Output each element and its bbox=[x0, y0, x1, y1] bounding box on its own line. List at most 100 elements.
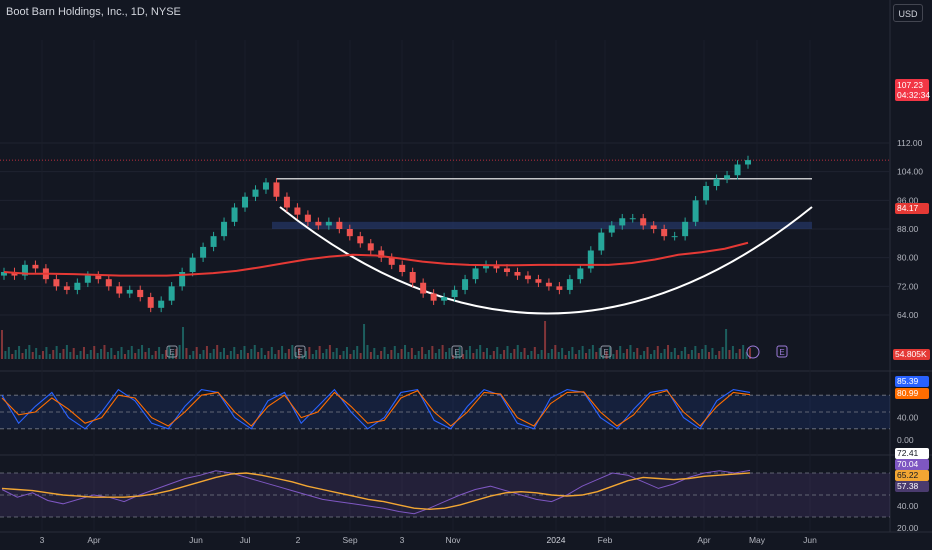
volume-bar bbox=[328, 345, 331, 359]
symbol-title[interactable]: Boot Barn Holdings, Inc., 1D, NYSE bbox=[6, 6, 181, 18]
candle-body bbox=[545, 282, 552, 287]
candle-body bbox=[221, 221, 228, 237]
volume-bar bbox=[284, 353, 287, 359]
time-tick-label: Apr bbox=[697, 535, 710, 545]
volume-bar bbox=[639, 355, 642, 359]
volume-bar bbox=[363, 324, 366, 359]
candle-body bbox=[703, 186, 710, 201]
rsi-tick-label: 40.00 bbox=[897, 501, 919, 511]
volume-bar bbox=[520, 352, 523, 359]
volume-bar bbox=[605, 351, 608, 359]
volume-bar bbox=[130, 346, 133, 359]
volume-bar bbox=[178, 345, 181, 359]
candle-body bbox=[126, 289, 133, 294]
volume-bar bbox=[195, 347, 198, 359]
volume-bar bbox=[339, 355, 342, 359]
volume-bar bbox=[567, 351, 570, 359]
volume-bar bbox=[147, 348, 150, 359]
candle-body bbox=[692, 200, 699, 222]
price-tick-label: 80.00 bbox=[897, 253, 919, 263]
volume-bar bbox=[35, 348, 38, 359]
stoch-d-line bbox=[1, 390, 751, 427]
candle-body bbox=[189, 257, 196, 272]
volume-bar bbox=[250, 349, 253, 359]
candle-body bbox=[325, 221, 332, 226]
candle-body bbox=[252, 189, 259, 197]
dividend-icon bbox=[746, 345, 760, 359]
volume-bar bbox=[417, 351, 420, 359]
volume-bar bbox=[318, 346, 321, 359]
currency-button[interactable]: USD bbox=[893, 4, 923, 22]
candle-body bbox=[304, 214, 311, 222]
volume-bar bbox=[585, 353, 588, 359]
candle-body bbox=[409, 272, 416, 283]
price-tick-label: 72.00 bbox=[897, 281, 919, 291]
volume-bar bbox=[120, 347, 123, 359]
candle-body bbox=[713, 178, 720, 186]
price-tick-label: 112.00 bbox=[897, 138, 923, 148]
price-tick-label: 96.00 bbox=[897, 195, 919, 205]
volume-bar bbox=[369, 352, 372, 359]
volume-bar bbox=[598, 348, 601, 359]
volume-bar bbox=[523, 348, 526, 359]
volume-bar bbox=[468, 346, 471, 359]
volume-bar bbox=[547, 353, 550, 359]
volume-bar bbox=[298, 348, 301, 359]
earnings-marker bbox=[166, 345, 178, 358]
volume-bar bbox=[745, 352, 748, 359]
volume-bar bbox=[335, 348, 338, 359]
volume-bar bbox=[274, 354, 277, 359]
time-tick-label: Jun bbox=[803, 535, 817, 545]
candle-body bbox=[179, 272, 186, 287]
earnings-marker bbox=[294, 345, 306, 358]
volume-bar bbox=[59, 353, 62, 359]
volume-bar bbox=[564, 355, 567, 359]
candle-body bbox=[671, 236, 678, 238]
candle-body bbox=[21, 264, 28, 276]
volume-bar bbox=[390, 350, 393, 359]
volume-bar bbox=[711, 348, 714, 359]
volume-bar bbox=[76, 355, 79, 359]
volume-bar bbox=[18, 346, 21, 359]
candle-body bbox=[158, 300, 165, 308]
volume-bar bbox=[311, 354, 314, 359]
volume-bar bbox=[530, 351, 533, 359]
earnings-marker-label: E bbox=[779, 348, 784, 357]
volume-bar bbox=[431, 346, 434, 359]
volume-bar bbox=[486, 348, 489, 359]
volume-bar bbox=[479, 345, 482, 359]
volume-bar bbox=[14, 350, 17, 359]
volume-bar bbox=[509, 353, 512, 359]
candle-body bbox=[598, 232, 605, 251]
volume-bar bbox=[742, 345, 745, 359]
volume-bar bbox=[448, 348, 451, 359]
candle-body bbox=[661, 229, 668, 237]
volume-bar bbox=[718, 351, 721, 359]
candle-body bbox=[273, 182, 280, 197]
volume-bar bbox=[673, 348, 676, 359]
earnings-marker-label: E bbox=[169, 348, 174, 357]
candle-body bbox=[493, 264, 500, 269]
volume-bar bbox=[151, 355, 154, 359]
time-tick-label: May bbox=[749, 535, 766, 545]
volume-bar bbox=[270, 347, 273, 359]
candle-body bbox=[378, 250, 385, 258]
earnings-marker bbox=[776, 345, 788, 358]
volume-bar bbox=[400, 349, 403, 359]
volume-bar bbox=[667, 345, 670, 359]
volume-bar bbox=[649, 354, 652, 359]
volume-bar bbox=[646, 347, 649, 359]
volume-bar bbox=[588, 349, 591, 359]
volume-bar bbox=[441, 345, 444, 359]
volume-bar bbox=[680, 351, 683, 359]
rsi-ma-line bbox=[1, 472, 751, 511]
volume-bar bbox=[229, 351, 232, 359]
volume-bar bbox=[1, 330, 3, 359]
volume-bar bbox=[574, 354, 577, 359]
volume-bar bbox=[499, 354, 502, 359]
volume-bar bbox=[243, 346, 246, 359]
candle-body bbox=[294, 207, 301, 215]
volume-bar bbox=[386, 354, 389, 359]
volume-bar bbox=[540, 350, 543, 359]
